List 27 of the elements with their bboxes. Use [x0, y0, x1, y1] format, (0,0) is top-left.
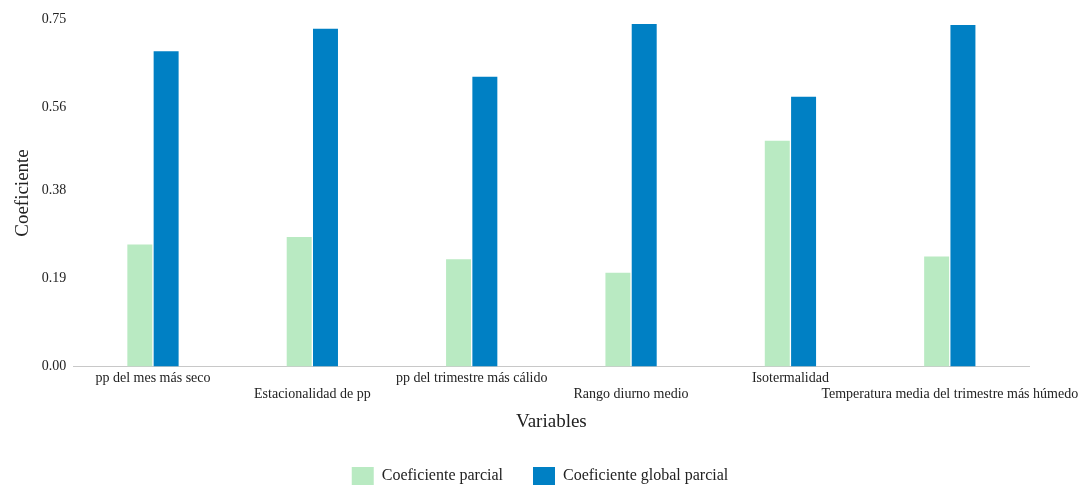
y-tick-label: 0.19 — [41, 270, 67, 286]
y-axis-title: Coeficiente — [11, 149, 33, 237]
bar — [446, 259, 472, 367]
bar — [127, 244, 153, 367]
bar — [791, 96, 817, 367]
x-tick-label: Estacionalidad de pp — [254, 386, 371, 402]
legend-label: Coeficiente parcial — [381, 466, 504, 485]
x-tick-label: Isotermalidad — [751, 369, 829, 385]
bar — [605, 272, 631, 367]
bar — [950, 24, 976, 367]
x-tick-label: pp del trimestre más cálido — [395, 369, 548, 385]
bar — [153, 51, 179, 367]
bar — [286, 236, 312, 367]
bar — [764, 140, 790, 367]
bar — [313, 28, 338, 367]
x-tick-label: Rango diurno medio — [573, 386, 689, 402]
y-tick-label: 0.00 — [41, 358, 67, 374]
y-tick-label: 0.38 — [41, 182, 67, 198]
x-tick-label: Temperatura media del trimestre más húmedo — [821, 386, 1079, 402]
x-tick-label: pp del mes más seco — [95, 369, 211, 385]
bar — [472, 76, 498, 367]
x-axis-title: Variables — [516, 409, 587, 431]
bar — [631, 24, 657, 367]
bar — [924, 256, 950, 367]
y-tick-label: 0.75 — [41, 11, 67, 27]
legend-label: Coeficiente global parcial — [563, 466, 729, 485]
y-tick-label: 0.56 — [41, 99, 67, 115]
